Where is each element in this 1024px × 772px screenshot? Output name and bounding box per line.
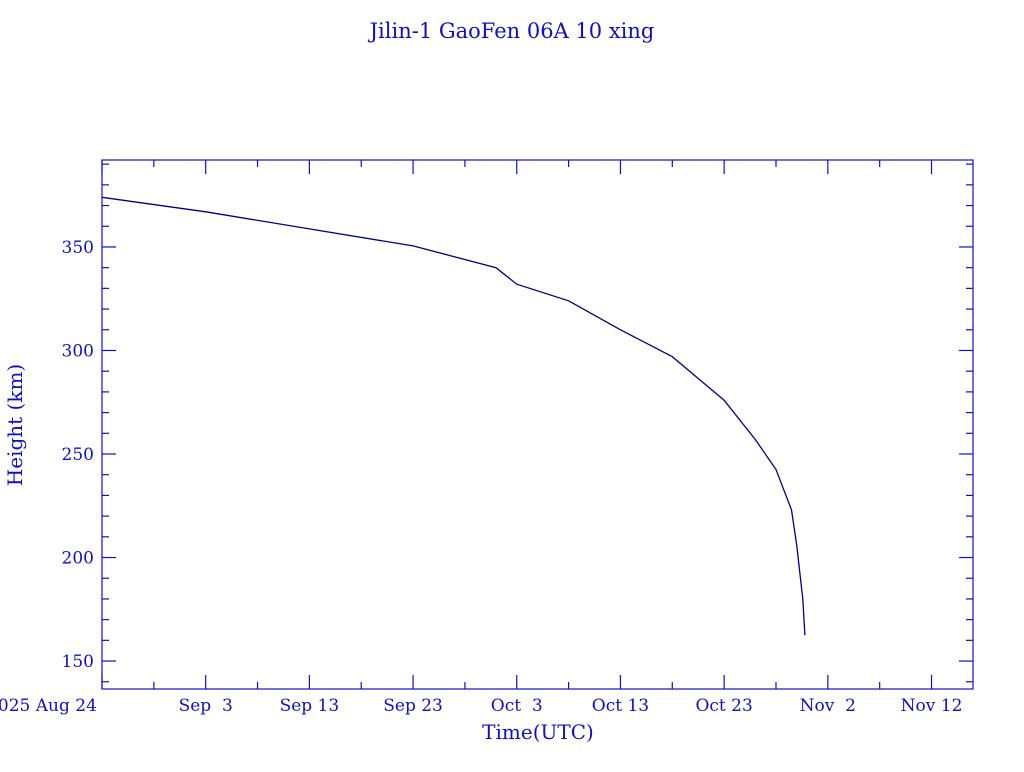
plot-frame <box>102 160 973 689</box>
y-tick-label: 250 <box>62 445 94 465</box>
y-tick-label: 300 <box>62 341 94 361</box>
y-tick-label: 200 <box>62 549 94 569</box>
x-tick-label: Oct 13 <box>592 696 649 716</box>
x-tick-label: 2025 Aug 24 <box>0 696 97 716</box>
y-axis-label: Height (km) <box>3 364 27 486</box>
y-tick-label: 350 <box>62 238 94 258</box>
x-tick-label: Oct 23 <box>695 696 752 716</box>
chart-title: Jilin-1 GaoFen 06A 10 xing <box>368 19 655 43</box>
x-tick-label: Nov 12 <box>901 696 963 716</box>
x-tick-label: Sep 3 <box>179 696 233 716</box>
x-tick-label: Sep 23 <box>383 696 443 716</box>
y-tick-label: 150 <box>62 652 94 672</box>
x-axis-label: Time(UTC) <box>482 720 594 744</box>
x-tick-label: Sep 13 <box>280 696 340 716</box>
x-tick-label: Oct 3 <box>491 696 543 716</box>
series-line <box>102 197 805 635</box>
x-tick-label: Nov 2 <box>800 696 856 716</box>
